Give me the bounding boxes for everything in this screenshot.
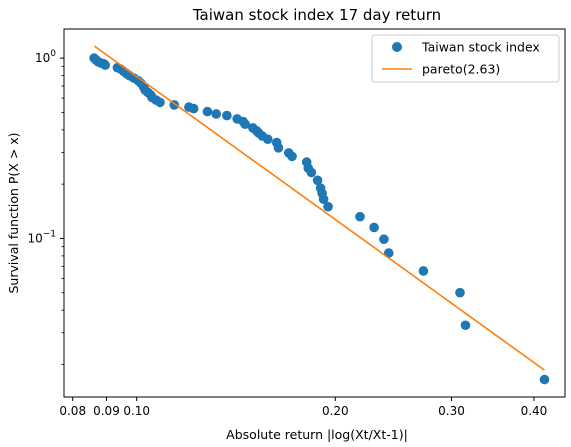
legend: Taiwan stock index pareto(2.63)	[371, 34, 560, 83]
data-point-26	[222, 110, 232, 121]
data-point-46	[323, 201, 333, 212]
pareto-fit-line	[93, 45, 545, 371]
x-tick-label-2: 0.10	[123, 404, 150, 418]
data-point-53	[460, 320, 471, 331]
x-axis: 0.08 0.09 0.10 0.20 0.30 0.40	[59, 397, 547, 418]
plot-frame	[63, 28, 566, 398]
data-point-5	[100, 60, 110, 70]
legend-label-pareto: pareto(2.63)	[422, 62, 500, 77]
data-point-54	[539, 374, 550, 385]
data-point-20	[155, 97, 165, 108]
data-point-23	[188, 103, 199, 114]
legend-box	[371, 34, 560, 83]
data-point-24	[202, 106, 213, 117]
data-point-29	[240, 119, 250, 129]
x-tick-label-5: 0.40	[521, 404, 548, 418]
y-tick-label-0: 100	[35, 49, 56, 65]
x-tick-label-3: 0.20	[322, 404, 349, 418]
y-axis-label: Survival function P(X > x)	[6, 132, 21, 293]
data-point-38	[287, 151, 297, 162]
y-axis: 100 10−1	[27, 49, 64, 365]
chart-title: Taiwan stock index 17 day return	[192, 6, 441, 24]
data-point-34	[262, 134, 273, 144]
data-point-25	[211, 109, 222, 119]
data-point-48	[369, 222, 379, 233]
legend-label-taiwan: Taiwan stock index	[421, 40, 540, 55]
data-point-41	[306, 167, 317, 178]
x-tick-label-4: 0.30	[438, 404, 465, 418]
plot-area	[89, 45, 550, 385]
x-axis-label: Absolute return |log(Xt/Xt-1)|	[226, 427, 408, 442]
data-point-42	[312, 175, 323, 186]
x-tick-label-1: 0.09	[93, 404, 120, 418]
data-point-52	[455, 287, 465, 298]
legend-marker-taiwan	[392, 42, 402, 52]
data-point-36	[273, 143, 284, 153]
y-tick-label-1: 10−1	[27, 229, 56, 245]
x-tick-label-0: 0.08	[59, 404, 86, 418]
data-point-47	[355, 211, 365, 222]
data-point-49	[379, 234, 389, 245]
data-point-45	[318, 194, 329, 204]
data-point-51	[418, 266, 429, 276]
